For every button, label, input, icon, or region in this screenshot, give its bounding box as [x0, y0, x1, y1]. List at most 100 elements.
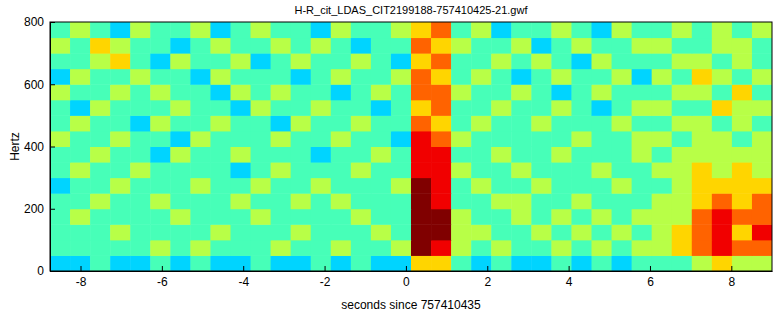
cell [692, 209, 713, 225]
cell [632, 115, 653, 131]
cell [571, 178, 592, 194]
cell [451, 178, 472, 194]
cell [511, 115, 532, 131]
cell [190, 131, 211, 147]
cell [752, 255, 772, 271]
cell [90, 224, 111, 240]
x-tick: 2 [484, 266, 491, 289]
cell [511, 84, 532, 100]
cell [90, 162, 111, 178]
cell [612, 255, 633, 271]
cell [70, 162, 91, 178]
x-tick-label: 4 [566, 275, 573, 289]
cell [130, 178, 151, 194]
cell [592, 69, 613, 85]
cell [692, 131, 713, 147]
cell [311, 115, 332, 131]
cell [752, 22, 772, 38]
cell [271, 53, 292, 69]
cell [672, 53, 693, 69]
cell [251, 162, 272, 178]
cell [652, 69, 673, 85]
cell [571, 100, 592, 116]
cell [451, 84, 472, 100]
cell [150, 115, 171, 131]
cell [752, 193, 772, 209]
cell [511, 162, 532, 178]
cell [491, 131, 512, 147]
cell [491, 240, 512, 256]
cell [451, 22, 472, 38]
cell [251, 53, 272, 69]
cell [170, 147, 191, 163]
cell [652, 22, 673, 38]
cell [471, 22, 492, 38]
cell [70, 38, 91, 54]
cell [451, 53, 472, 69]
cell [331, 38, 352, 54]
cell [551, 255, 572, 271]
cell [672, 209, 693, 225]
cell [491, 255, 512, 271]
y-tick: 200 [24, 202, 55, 216]
cell [50, 53, 71, 69]
cell [411, 147, 432, 163]
cell [311, 193, 332, 209]
cell [672, 131, 693, 147]
cell [431, 69, 452, 85]
cell [491, 84, 512, 100]
cell [50, 240, 71, 256]
cell [431, 178, 452, 194]
cell [571, 147, 592, 163]
y-tick-mark [50, 147, 55, 148]
cell [712, 209, 733, 225]
cell [531, 131, 552, 147]
cell [231, 131, 252, 147]
y-tick-label: 800 [24, 15, 44, 29]
cell [351, 131, 372, 147]
cell [190, 115, 211, 131]
cell [592, 147, 613, 163]
cell [431, 22, 452, 38]
cell [571, 38, 592, 54]
cell [311, 22, 332, 38]
cell [471, 100, 492, 116]
cell [491, 22, 512, 38]
cell [291, 100, 312, 116]
cell [712, 162, 733, 178]
cell [571, 53, 592, 69]
y-tick-label: 200 [24, 202, 44, 216]
cell [551, 100, 572, 116]
x-tick: 6 [647, 266, 654, 289]
cell [150, 240, 171, 256]
cell [612, 178, 633, 194]
cell [531, 178, 552, 194]
cell [90, 69, 111, 85]
cell [291, 115, 312, 131]
x-axis: -8-6-4-202468 [51, 266, 773, 289]
cell [311, 255, 332, 271]
cell [612, 115, 633, 131]
cell [150, 193, 171, 209]
cell [110, 224, 131, 240]
cell [130, 100, 151, 116]
cell [692, 115, 713, 131]
cell [592, 131, 613, 147]
cell [331, 53, 352, 69]
cell [110, 38, 131, 54]
cell [391, 255, 412, 271]
cell [632, 38, 653, 54]
cells [50, 22, 772, 271]
cell [391, 38, 412, 54]
cell [672, 255, 693, 271]
cell [231, 22, 252, 38]
cell [672, 100, 693, 116]
cell [491, 162, 512, 178]
cell [170, 131, 191, 147]
cell [271, 209, 292, 225]
cell [251, 178, 272, 194]
cell [150, 100, 171, 116]
x-tick: -8 [76, 266, 87, 289]
cell [531, 69, 552, 85]
cell [531, 38, 552, 54]
